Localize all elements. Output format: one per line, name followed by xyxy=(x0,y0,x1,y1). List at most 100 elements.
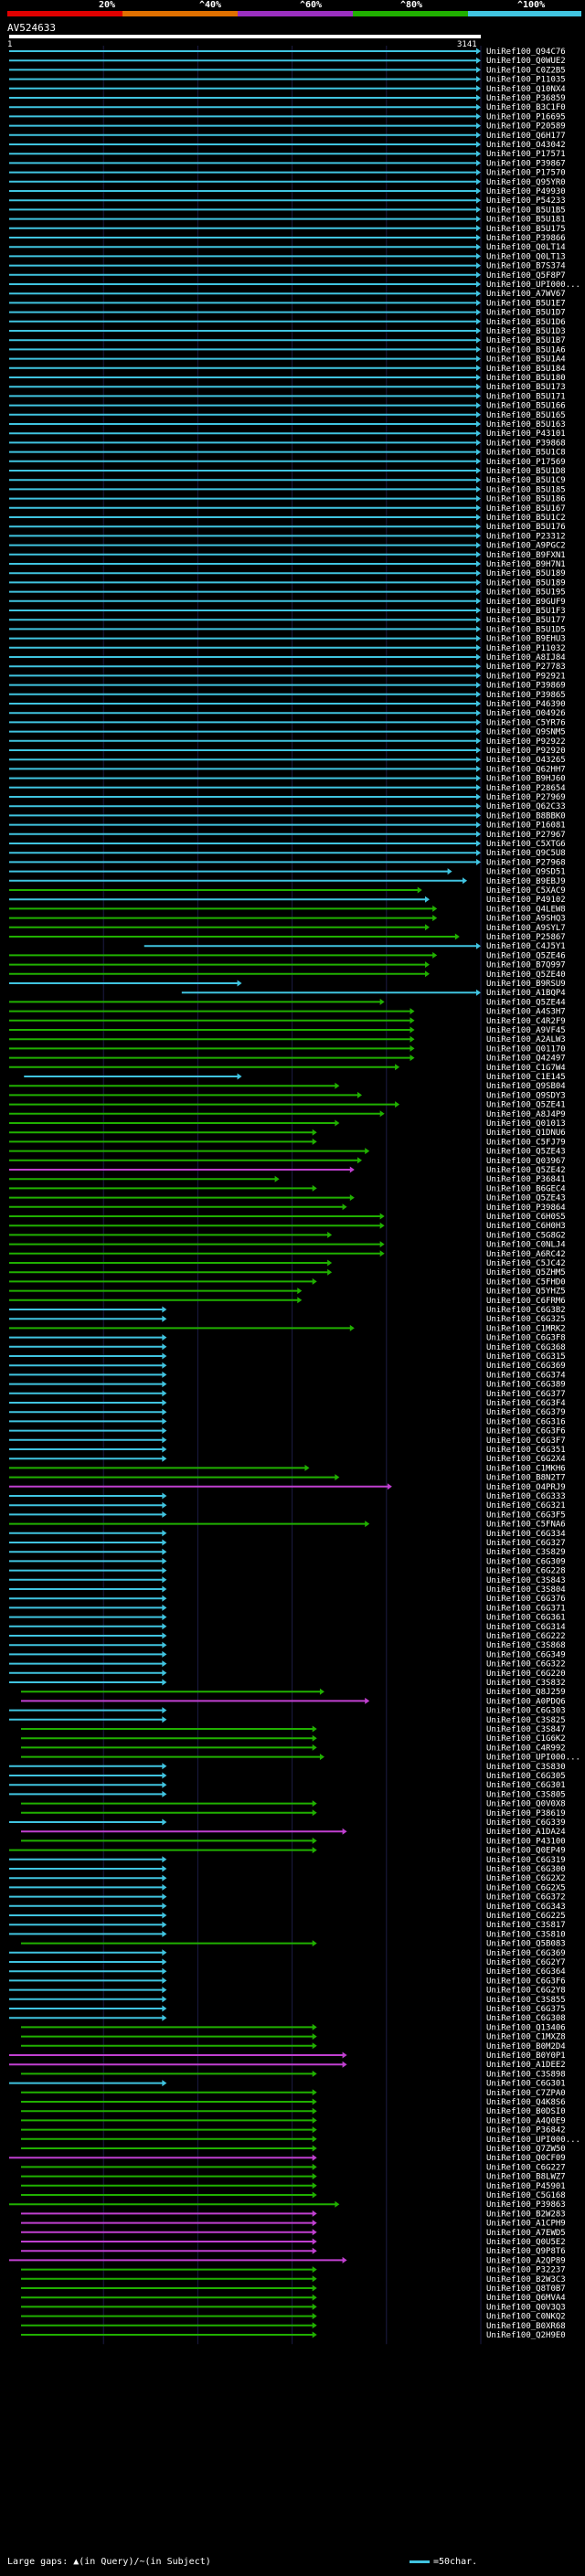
hit-label[interactable]: UniRef100_P92922 xyxy=(486,737,566,747)
hit-label[interactable]: UniRef100_Q7ZW50 xyxy=(486,2145,566,2154)
hit-label[interactable]: UniRef100_A9VF45 xyxy=(486,1026,566,1035)
hit-label[interactable]: UniRef100_B2W283 xyxy=(486,2210,566,2219)
hit-label[interactable]: UniRef100_C6G325 xyxy=(486,1315,566,1324)
hit-label[interactable]: UniRef100_B5U1E7 xyxy=(486,299,566,308)
hit-label[interactable]: UniRef100_O04926 xyxy=(486,709,566,718)
hit-label[interactable]: UniRef100_Q9SNM5 xyxy=(486,728,566,737)
hit-label[interactable]: UniRef100_C6G319 xyxy=(486,1856,566,1865)
hit-label[interactable]: UniRef100_A9SYL7 xyxy=(486,924,566,933)
hit-label[interactable]: UniRef100_Q8J259 xyxy=(486,1688,566,1697)
hit-label[interactable]: UniRef100_A6RC42 xyxy=(486,1250,566,1259)
hit-label[interactable]: UniRef100_C6G3F7 xyxy=(486,1436,566,1446)
hit-label[interactable]: UniRef100_C5G168 xyxy=(486,2191,566,2200)
hit-label[interactable]: UniRef100_C5FJ79 xyxy=(486,1138,566,1147)
hit-label[interactable]: UniRef100_B5U1A6 xyxy=(486,345,566,355)
hit-label[interactable]: UniRef100_P17569 xyxy=(486,458,566,467)
hit-label[interactable]: UniRef100_O43265 xyxy=(486,756,566,765)
hit-label[interactable]: UniRef100_B5U173 xyxy=(486,383,566,392)
hit-label[interactable]: UniRef100_C1MRK2 xyxy=(486,1324,566,1333)
hit-label[interactable]: UniRef100_Q5F8P7 xyxy=(486,271,566,281)
hit-label[interactable]: UniRef100_Q4K8S6 xyxy=(486,2098,566,2107)
hit-label[interactable]: UniRef100_B5U163 xyxy=(486,420,566,429)
hit-label[interactable]: UniRef100_A1CPH9 xyxy=(486,2220,566,2229)
hit-label[interactable]: UniRef100_Q0V3Q3 xyxy=(486,2303,566,2312)
hit-label[interactable]: UniRef100_Q0EP49 xyxy=(486,1847,566,1856)
hit-label[interactable]: UniRef100_B5U177 xyxy=(486,616,566,625)
hit-label[interactable]: UniRef100_B3C1F0 xyxy=(486,103,566,112)
hit-label[interactable]: UniRef100_P43100 xyxy=(486,1837,566,1846)
hit-label[interactable]: UniRef100_B9RSU9 xyxy=(486,980,566,989)
hit-label[interactable]: UniRef100_Q9SD51 xyxy=(486,868,566,877)
hit-label[interactable]: UniRef100_C3S805 xyxy=(486,1790,566,1799)
hit-label[interactable]: UniRef100_C6G321 xyxy=(486,1501,566,1511)
hit-label[interactable]: UniRef100_B5U1B5 xyxy=(486,206,566,215)
hit-label[interactable]: UniRef100_C6G2Y8 xyxy=(486,1987,566,1996)
hit-label[interactable]: UniRef100_Q01170 xyxy=(486,1044,566,1054)
hit-label[interactable]: UniRef100_C5XTG6 xyxy=(486,840,566,849)
hit-label[interactable]: UniRef100_P11032 xyxy=(486,644,566,653)
hit-label[interactable]: UniRef100_B5U1D8 xyxy=(486,467,566,476)
hit-label[interactable]: UniRef100_P25867 xyxy=(486,933,566,942)
hit-label[interactable]: UniRef100_C6G301 xyxy=(486,1781,566,1790)
hit-label[interactable]: UniRef100_Q0U5E2 xyxy=(486,2238,566,2247)
hit-label[interactable]: UniRef100_P92920 xyxy=(486,747,566,756)
hit-label[interactable]: UniRef100_C6G3F4 xyxy=(486,1399,566,1408)
hit-label[interactable]: UniRef100_C6G333 xyxy=(486,1492,566,1501)
hit-label[interactable]: UniRef100_C6G309 xyxy=(486,1557,566,1566)
hit-label[interactable]: UniRef100_C6G2X4 xyxy=(486,1455,566,1464)
hit-label[interactable]: UniRef100_P36859 xyxy=(486,94,566,103)
hit-label[interactable]: UniRef100_C5JC42 xyxy=(486,1259,566,1268)
hit-label[interactable]: UniRef100_A4S3H7 xyxy=(486,1008,566,1017)
hit-label[interactable]: UniRef100_A2ALW3 xyxy=(486,1035,566,1044)
hit-label[interactable]: UniRef100_C7ZPA0 xyxy=(486,2089,566,2098)
hit-label[interactable]: UniRef100_A2QP89 xyxy=(486,2256,566,2265)
hit-label[interactable]: UniRef100_C6G2X5 xyxy=(486,1883,566,1892)
hit-label[interactable]: UniRef100_C3S817 xyxy=(486,1921,566,1930)
hit-label[interactable]: UniRef100_B5U1C2 xyxy=(486,514,566,523)
hit-label[interactable]: UniRef100_Q5B083 xyxy=(486,1940,566,1949)
hit-label[interactable]: UniRef100_C6G364 xyxy=(486,1967,566,1977)
hit-label[interactable]: UniRef100_Q1DNU6 xyxy=(486,1129,566,1138)
hit-label[interactable]: UniRef100_B9EHU3 xyxy=(486,635,566,644)
hit-label[interactable]: UniRef100_Q13406 xyxy=(486,2023,566,2032)
hit-label[interactable]: UniRef100_Q0LT13 xyxy=(486,252,566,261)
hit-label[interactable]: UniRef100_C6G369 xyxy=(486,1362,566,1371)
hit-label[interactable]: UniRef100_C6G351 xyxy=(486,1446,566,1455)
hit-label[interactable]: UniRef100_P27969 xyxy=(486,793,566,802)
hit-label[interactable]: UniRef100_Q6H177 xyxy=(486,132,566,141)
hit-label[interactable]: UniRef100_C3S868 xyxy=(486,1641,566,1650)
hit-label[interactable]: UniRef100_C6G327 xyxy=(486,1539,566,1548)
hit-label[interactable]: UniRef100_A1DA24 xyxy=(486,1828,566,1837)
hit-label[interactable]: UniRef100_C6G3F6 xyxy=(486,1977,566,1986)
hit-label[interactable]: UniRef100_C3S810 xyxy=(486,1930,566,1939)
hit-label[interactable]: UniRef100_Q5ZHM5 xyxy=(486,1268,566,1277)
hit-label[interactable]: UniRef100_Q10NX4 xyxy=(486,85,566,94)
hit-label[interactable]: UniRef100_C6G369 xyxy=(486,1949,566,1958)
hit-label[interactable]: UniRef100_C6G3B2 xyxy=(486,1306,566,1315)
hit-label[interactable]: UniRef100_C6G375 xyxy=(486,2005,566,2014)
hit-label[interactable]: UniRef100_C3S898 xyxy=(486,2070,566,2079)
hit-label[interactable]: UniRef100_Q94C76 xyxy=(486,48,566,57)
hit-label[interactable]: UniRef100_Q5ZE40 xyxy=(486,970,566,980)
hit-label[interactable]: UniRef100_C3S855 xyxy=(486,1996,566,2005)
hit-label[interactable]: UniRef100_A4Q0E9 xyxy=(486,2116,566,2125)
hit-label[interactable]: UniRef100_P39866 xyxy=(486,234,566,243)
hit-label[interactable]: UniRef100_C5FNA6 xyxy=(486,1521,566,1530)
hit-label[interactable]: UniRef100_C1MXZ8 xyxy=(486,2033,566,2042)
hit-label[interactable]: UniRef100_C5FHD0 xyxy=(486,1277,566,1287)
hit-label[interactable]: UniRef100_Q9SB04 xyxy=(486,1082,566,1091)
hit-label[interactable]: UniRef100_C6G3F8 xyxy=(486,1334,566,1343)
hit-label[interactable]: UniRef100_C6G308 xyxy=(486,2014,566,2023)
hit-label[interactable]: UniRef100_P20589 xyxy=(486,122,566,132)
hit-label[interactable]: UniRef100_B5U171 xyxy=(486,392,566,401)
hit-label[interactable]: UniRef100_B5U180 xyxy=(486,374,566,383)
hit-label[interactable]: UniRef100_B9GUF9 xyxy=(486,598,566,607)
hit-label[interactable]: UniRef100_B6GEC4 xyxy=(486,1184,566,1193)
hit-label[interactable]: UniRef100_P46390 xyxy=(486,700,566,709)
hit-label[interactable]: UniRef100_P38619 xyxy=(486,1809,566,1818)
hit-label[interactable]: UniRef100_C6G225 xyxy=(486,1912,566,1921)
hit-label[interactable]: UniRef100_B5U1A4 xyxy=(486,355,566,365)
hit-label[interactable]: UniRef100_P36842 xyxy=(486,2126,566,2136)
hit-label[interactable]: UniRef100_B7Q997 xyxy=(486,961,566,970)
hit-label[interactable]: UniRef100_C6G334 xyxy=(486,1530,566,1539)
